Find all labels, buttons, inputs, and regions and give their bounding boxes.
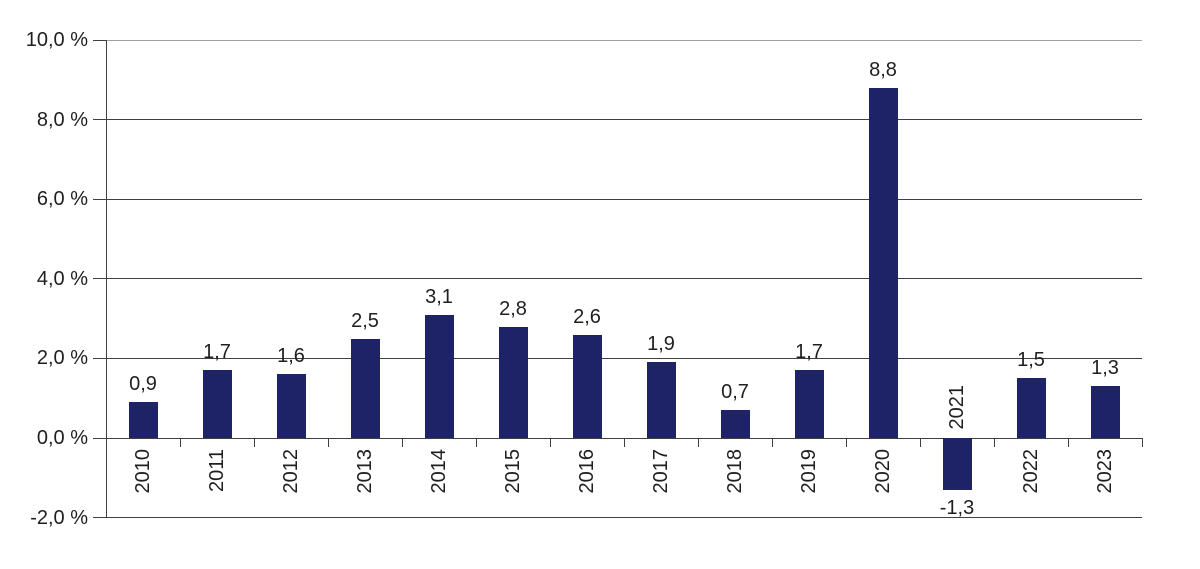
y-axis-tick-label: 2,0 % — [36, 347, 88, 370]
x-axis-label: 2012 — [280, 449, 302, 494]
bar-2016 — [572, 334, 602, 438]
x-axis-label: 2014 — [428, 449, 450, 494]
bar-2010 — [128, 402, 158, 438]
x-axis-tick — [919, 438, 921, 447]
data-label: 1,7 — [795, 341, 823, 364]
y-axis-tick-label: 4,0 % — [36, 267, 88, 290]
x-axis-tick — [845, 438, 847, 447]
x-axis-tick — [253, 438, 255, 447]
x-axis-tick — [401, 438, 403, 447]
bar-2011 — [202, 370, 232, 438]
bar-2014 — [424, 314, 454, 438]
x-axis-tick — [993, 438, 995, 447]
x-axis-label: 2016 — [576, 449, 598, 494]
bar-2020 — [868, 87, 898, 438]
data-label: 2,5 — [351, 309, 379, 332]
gridline — [106, 357, 1142, 359]
x-axis-label: 2019 — [798, 449, 820, 494]
x-axis-tick — [179, 438, 181, 447]
gridline — [106, 39, 1142, 41]
data-label: 1,7 — [203, 341, 231, 364]
x-axis-label: 2015 — [502, 449, 524, 494]
bar-2015 — [498, 326, 528, 438]
bar-2021 — [942, 438, 972, 490]
x-axis-label: 2011 — [206, 449, 228, 493]
y-axis-tick — [93, 198, 106, 200]
bar-2018 — [720, 410, 750, 438]
x-axis-label: 2010 — [132, 449, 154, 494]
x-axis-tick — [549, 438, 551, 447]
gridline — [106, 119, 1142, 121]
x-axis-label: 2022 — [1020, 449, 1042, 494]
y-axis-line — [105, 40, 107, 518]
y-axis-tick-label: -2,0 % — [30, 506, 88, 529]
x-axis-label: 2017 — [650, 449, 672, 494]
y-axis-tick-label: 10,0 % — [25, 29, 88, 51]
y-axis-tick — [93, 517, 106, 519]
data-label: 8,8 — [869, 58, 897, 81]
y-axis-tick — [93, 39, 106, 41]
data-label: 2,6 — [573, 305, 601, 328]
y-axis-tick-label: 0,0 % — [36, 427, 88, 449]
x-axis-tick — [697, 438, 699, 447]
x-axis-tick — [1067, 438, 1069, 447]
y-axis-tick — [93, 119, 106, 121]
y-axis-tick-label: 8,0 % — [36, 108, 88, 131]
data-label: 1,3 — [1091, 357, 1119, 380]
x-axis-tick — [1141, 438, 1143, 447]
data-label: 3,1 — [425, 285, 453, 308]
x-axis-label: 2023 — [1094, 449, 1116, 494]
gridline — [106, 198, 1142, 200]
bar-2017 — [646, 362, 676, 438]
x-axis-label: 2020 — [872, 449, 894, 494]
x-axis-label: 2021 — [946, 385, 968, 430]
x-axis-tick — [475, 438, 477, 447]
x-axis-tick — [771, 438, 773, 447]
bar-2023 — [1090, 386, 1120, 438]
data-label: 0,7 — [721, 381, 749, 404]
bar-2013 — [350, 338, 380, 438]
x-axis-tick — [327, 438, 329, 447]
x-axis-tick — [623, 438, 625, 447]
data-label: 1,6 — [277, 345, 305, 368]
data-label: 0,9 — [129, 373, 157, 396]
data-label: 2,8 — [499, 297, 527, 320]
y-axis-tick — [93, 357, 106, 359]
bar-2022 — [1016, 378, 1046, 438]
bar-2012 — [276, 374, 306, 438]
x-axis-label: 2018 — [724, 449, 746, 494]
data-label: 1,5 — [1017, 349, 1045, 372]
x-axis-tick — [105, 438, 107, 447]
gridline — [106, 517, 1142, 519]
y-axis-tick — [93, 278, 106, 280]
y-axis-tick-label: 6,0 % — [36, 188, 88, 211]
data-label: -1,3 — [939, 496, 975, 519]
gridline — [106, 278, 1142, 280]
bar-2019 — [794, 370, 824, 438]
y-axis-tick — [93, 437, 106, 439]
data-label: 1,9 — [647, 333, 675, 356]
x-axis-label: 2013 — [354, 449, 376, 494]
